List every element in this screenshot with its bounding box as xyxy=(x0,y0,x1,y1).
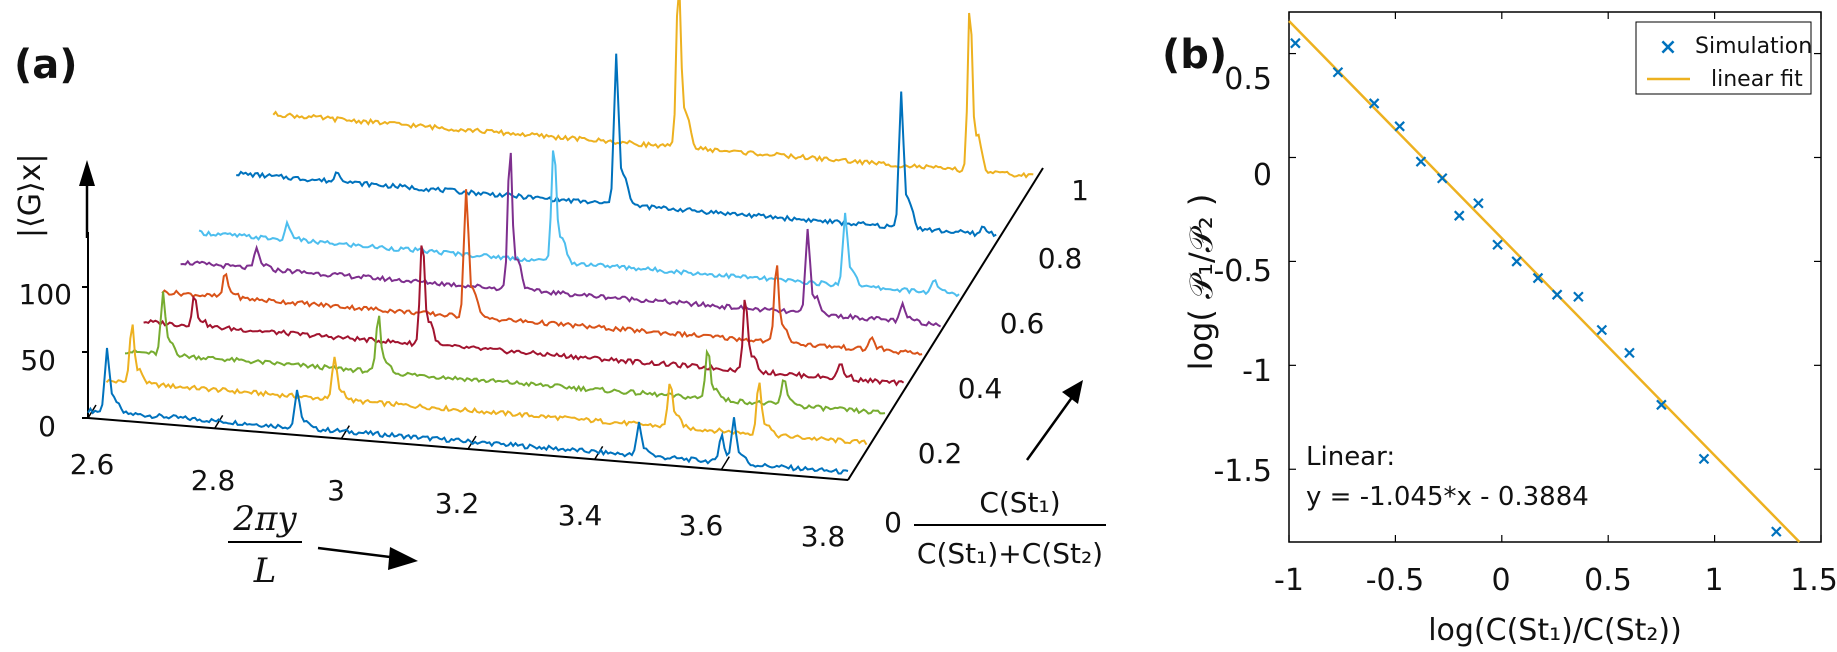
x-tick-label: 3.2 xyxy=(435,487,480,520)
panel-b: (b) -1 -0.5 0 0.5 1 1.5 0.5 0 -0.5 -1 -1… xyxy=(1162,11,1837,648)
y-tick-label: -1.5 xyxy=(1213,454,1272,489)
scatter-point xyxy=(1596,324,1608,336)
waterfall-traces xyxy=(87,0,1034,475)
y-tick-label: 0 xyxy=(1253,158,1272,193)
scatter-point xyxy=(1290,37,1301,49)
z-axis-label: |⟨G⟩x| xyxy=(13,153,48,238)
y-axis-label: log( 𝒫₁/𝒫₂ ) xyxy=(1182,194,1220,371)
depth-tick-label: 0.8 xyxy=(1038,242,1083,275)
fit-line-path xyxy=(1288,20,1801,543)
panel-a-label: (a) xyxy=(14,42,78,88)
trace-series-0.3 xyxy=(143,245,905,387)
x-arrow-head-icon xyxy=(388,547,418,570)
depth-tick-label: 0.4 xyxy=(958,372,1003,405)
fit-line xyxy=(1288,20,1801,543)
z-tick-label-100: 100 xyxy=(19,278,72,311)
x-axis-label: log(C(St₁)/C(St₂)) xyxy=(1428,613,1682,648)
trace-series-0.5 xyxy=(180,152,942,328)
scatter-point xyxy=(1573,291,1584,303)
x-axis-label-denominator: L xyxy=(253,551,277,591)
x-tick-label: 2.8 xyxy=(191,464,236,497)
x-tick-label: 0.5 xyxy=(1584,563,1632,598)
x-axis-label-numerator: 2πy xyxy=(232,499,297,539)
trace-series-0.2 xyxy=(124,291,886,415)
scatter-point xyxy=(1394,121,1405,132)
scatter-point xyxy=(1771,526,1782,537)
depth-tick-label: 0.2 xyxy=(918,437,963,470)
scatter-point xyxy=(1511,256,1522,267)
scatter-point xyxy=(1698,453,1710,465)
z-arrow-head-icon xyxy=(79,160,95,186)
panel-b-label: (b) xyxy=(1162,32,1227,78)
scatter-point xyxy=(1436,172,1448,184)
trace-series-0.6 xyxy=(198,150,960,298)
legend-box xyxy=(1635,21,1812,95)
scatter-point xyxy=(1656,399,1667,411)
depth-label-denominator: C(St₁)+C(St₂) xyxy=(917,537,1103,570)
plot-frame xyxy=(1288,11,1822,543)
z-tick-label-0: 0 xyxy=(38,410,56,443)
scatter-point xyxy=(1532,272,1544,284)
x-tick-label: -0.5 xyxy=(1366,563,1425,598)
annotation-line-2: y = -1.045*x - 0.3884 xyxy=(1306,482,1589,512)
legend-simulation-label: Simulation xyxy=(1695,34,1812,59)
x-tick-label: 1 xyxy=(1704,563,1723,598)
y-tick-label: -1 xyxy=(1242,354,1272,389)
x-tick xyxy=(847,466,857,481)
axis-ticks xyxy=(1288,12,1822,542)
x-tick-label: 2.6 xyxy=(70,448,115,481)
scatter-point xyxy=(1624,347,1635,359)
z-tick-label-50: 50 xyxy=(20,344,56,377)
y-tick-label: -0.5 xyxy=(1213,254,1272,289)
x-tick-label: 3.6 xyxy=(679,509,724,542)
depth-label-numerator: C(St₁) xyxy=(979,486,1060,519)
trace-series-0.8 xyxy=(236,53,997,238)
x-tick xyxy=(214,414,224,429)
x-tick-label: 3 xyxy=(327,474,345,507)
depth-tick-label: 1 xyxy=(1071,174,1089,207)
trace-series-0.0 xyxy=(87,347,849,475)
depth-tick-label: 0 xyxy=(884,506,902,539)
x-arrow-shaft xyxy=(317,546,399,560)
x-tick-label: 3.4 xyxy=(558,499,603,532)
scatter-point xyxy=(1551,289,1563,300)
depth-axis-line xyxy=(847,167,1044,481)
x-tick xyxy=(340,425,350,440)
trace-series-1.0 xyxy=(272,0,1034,179)
trace-series-0.4 xyxy=(161,189,923,356)
x-tick-label: -1 xyxy=(1274,563,1304,598)
x-tick-label: 0 xyxy=(1491,563,1510,598)
x-tick-label: 3.8 xyxy=(801,520,846,553)
scatter-point xyxy=(1473,197,1484,209)
x-tick xyxy=(720,456,730,471)
x-tick-labels: 2.6 2.8 3 3.2 3.4 3.6 3.8 xyxy=(70,448,846,553)
x-ticks xyxy=(87,404,857,481)
scatter-point xyxy=(1368,98,1380,109)
depth-arrow-shaft xyxy=(1025,395,1075,461)
y-tick-label: 0.5 xyxy=(1224,62,1272,97)
scatter-point xyxy=(1415,156,1427,167)
scatter-point xyxy=(1492,239,1503,251)
legend-x-marker-icon: × xyxy=(1659,35,1677,60)
panel-a: (a) 0 50 100 |⟨G⟩x| 2.6 2.8 3 3.2 3.4 3.… xyxy=(13,0,1106,591)
depth-tick-label: 0.6 xyxy=(1000,307,1045,340)
scatter-point xyxy=(1453,210,1465,221)
legend-fit-label: linear fit xyxy=(1711,67,1803,92)
annotation-line-1: Linear: xyxy=(1306,442,1395,472)
x-tick-label: 1.5 xyxy=(1790,563,1837,598)
trace-series-0.1 xyxy=(105,324,868,446)
scatter-point xyxy=(1332,66,1344,78)
depth-arrow-head-icon xyxy=(1062,380,1083,404)
scatter-points xyxy=(1290,37,1782,537)
